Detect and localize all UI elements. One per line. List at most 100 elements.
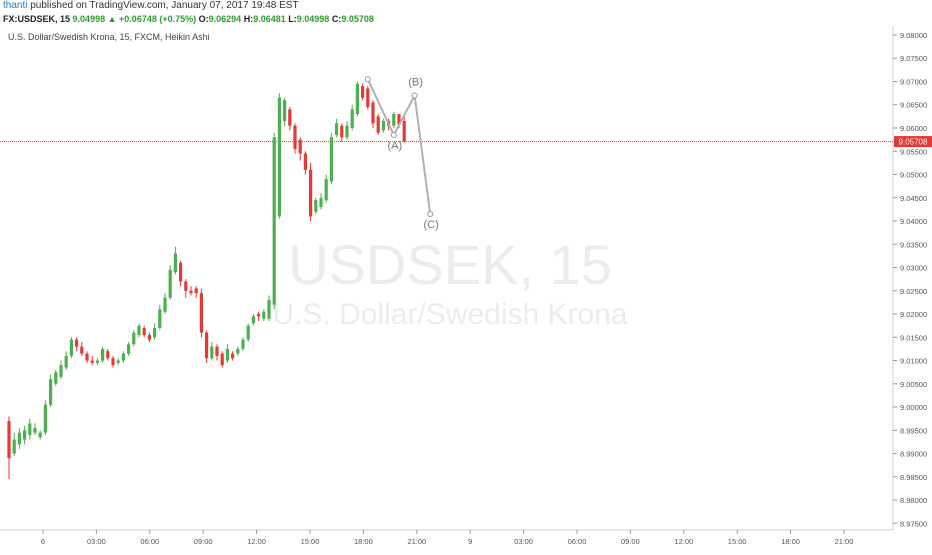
abc-point bbox=[427, 211, 434, 218]
candle-body-down bbox=[142, 328, 146, 335]
candle-body-up bbox=[95, 360, 99, 363]
y-tick-label: 9.03000 bbox=[900, 264, 927, 273]
abc-point bbox=[364, 76, 371, 83]
candle-body-up bbox=[210, 346, 214, 359]
x-tick-label: 18:00 bbox=[781, 537, 800, 546]
candle-body-up bbox=[251, 316, 255, 324]
candle-body-down bbox=[402, 121, 406, 142]
x-tick-label: 06:00 bbox=[140, 537, 159, 546]
time-axis[interactable]: 6 03:00 06:00 09:00 12:00 15:00 18:00 21:00 9 03:… bbox=[41, 530, 853, 546]
abc-point bbox=[411, 92, 418, 99]
candle-body-down bbox=[179, 262, 183, 282]
x-tick-label: 12:00 bbox=[247, 537, 266, 546]
y-tick-label: 9.01500 bbox=[900, 333, 927, 342]
price-chart[interactable]: USDSEK, 15 U.S. Dollar/Swedish Krona U.S… bbox=[0, 26, 932, 550]
price-axis[interactable]: 9.08000 9.07500 9.07000 9.06500 9.06000 9.055… bbox=[893, 31, 927, 528]
candle-body-up bbox=[236, 348, 240, 354]
candle-body-down bbox=[376, 116, 380, 133]
candle-body-down bbox=[189, 290, 193, 294]
x-tick-label: 21:00 bbox=[835, 537, 854, 546]
candle-body-up bbox=[277, 97, 281, 217]
open-value: 9.06294 bbox=[208, 14, 242, 24]
y-tick-label: 9.02500 bbox=[900, 287, 927, 296]
candle-body-down bbox=[220, 353, 224, 366]
candle-body-up bbox=[355, 83, 359, 115]
x-tick-label: 21:00 bbox=[407, 537, 426, 546]
abc-path bbox=[366, 78, 432, 215]
abc-label: (A) bbox=[387, 140, 402, 152]
candle-body-up bbox=[137, 325, 141, 335]
x-tick-label: 03:00 bbox=[514, 537, 533, 546]
y-tick-label: 9.04000 bbox=[900, 217, 927, 226]
candle-body-up bbox=[163, 297, 167, 312]
candle-body-up bbox=[69, 339, 73, 356]
candle-body-down bbox=[309, 169, 313, 217]
candles bbox=[7, 81, 406, 480]
up-arrow-icon: ▲ bbox=[107, 14, 117, 24]
x-tick-label: 09:00 bbox=[194, 537, 213, 546]
x-tick-label: 9 bbox=[468, 537, 472, 546]
candle-body-up bbox=[12, 439, 16, 454]
candle-body-up bbox=[23, 430, 27, 440]
candle-body-down bbox=[111, 358, 115, 366]
y-tick-label: 9.03500 bbox=[900, 240, 927, 249]
abc-point bbox=[390, 131, 397, 138]
y-tick-label: 9.07500 bbox=[900, 54, 927, 63]
y-tick-label: 9.05000 bbox=[900, 171, 927, 180]
candle-body-up bbox=[314, 200, 318, 212]
candle-body-up bbox=[246, 325, 250, 340]
y-tick-label: 8.97500 bbox=[900, 519, 927, 528]
candle-body-down bbox=[366, 88, 370, 108]
close-value: 9.05708 bbox=[341, 14, 374, 24]
publish-info: published on TradingView.com, January 07… bbox=[30, 0, 299, 11]
candle-body-up bbox=[272, 137, 276, 305]
candle-body-down bbox=[194, 288, 198, 294]
candle-body-down bbox=[7, 421, 11, 459]
chart-legend-title: U.S. Dollar/Swedish Krona, 15, FXCM, Hei… bbox=[8, 32, 210, 42]
candle-body-up bbox=[158, 309, 162, 328]
price-change: +0.06748 (+0.75%) bbox=[119, 14, 197, 24]
author-link[interactable]: thanti bbox=[3, 0, 28, 11]
y-tick-label: 9.07000 bbox=[900, 77, 927, 86]
abc-label: (B) bbox=[408, 76, 423, 88]
last-price: 9.04998 bbox=[72, 14, 106, 24]
candle-body-down bbox=[147, 334, 151, 340]
candle-body-down bbox=[293, 125, 297, 149]
symbol-label: FX:USDSEK, 15 bbox=[3, 14, 71, 24]
candle-body-down bbox=[215, 346, 219, 356]
candle-body-up bbox=[173, 253, 177, 273]
abc-drawing[interactable]: (A) (B) (C) bbox=[364, 76, 439, 231]
x-tick-label: 15:00 bbox=[301, 537, 320, 546]
candle-body-up bbox=[168, 269, 172, 298]
candle-body-down bbox=[371, 102, 375, 124]
y-tick-label: 9.08000 bbox=[900, 31, 927, 40]
candle-body-up bbox=[127, 344, 131, 354]
candle-body-up bbox=[132, 332, 136, 345]
candle-body-down bbox=[340, 125, 344, 138]
candle-body-up bbox=[153, 328, 157, 338]
price-badge: 9.05708 bbox=[894, 136, 932, 148]
candle-body-down bbox=[90, 360, 94, 363]
x-tick-label: 15:00 bbox=[728, 537, 747, 546]
y-tick-label: 8.99500 bbox=[900, 426, 927, 435]
publish-header: thanti published on TradingView.com, Jan… bbox=[0, 0, 932, 12]
x-tick-label: 03:00 bbox=[87, 537, 106, 546]
watermark-name: U.S. Dollar/Swedish Krona bbox=[272, 298, 627, 331]
candle-body-up bbox=[241, 339, 245, 349]
y-tick-label: 8.98000 bbox=[900, 496, 927, 505]
candle-body-up bbox=[345, 125, 349, 138]
candle-body-down bbox=[75, 339, 79, 347]
candle-body-up bbox=[33, 428, 37, 433]
candle-body-down bbox=[85, 353, 89, 361]
candle-body-down bbox=[199, 293, 203, 333]
candle-body-up bbox=[350, 109, 354, 128]
candle-body-up bbox=[59, 365, 63, 377]
x-tick-label: 09:00 bbox=[621, 537, 640, 546]
y-tick-label: 9.00500 bbox=[900, 380, 927, 389]
candle-body-up bbox=[329, 137, 333, 182]
candle-body-up bbox=[381, 121, 385, 131]
y-tick-label: 9.04500 bbox=[900, 194, 927, 203]
ohlc-bar: FX:USDSEK, 15 9.04998 ▲ +0.06748 (+0.75%… bbox=[0, 13, 932, 25]
chart-background bbox=[0, 26, 932, 550]
chart-area[interactable]: USDSEK, 15 U.S. Dollar/Swedish Krona U.S… bbox=[0, 26, 932, 550]
